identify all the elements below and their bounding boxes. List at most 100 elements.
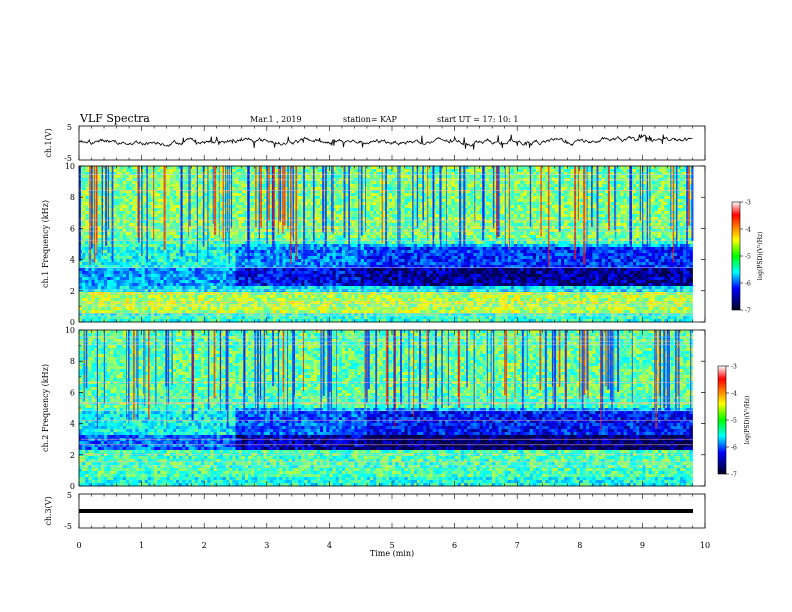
heatmap-cell <box>232 199 236 203</box>
heatmap-cell <box>636 175 640 179</box>
heatmap-cell <box>116 184 121 188</box>
heatmap-cell <box>213 238 218 242</box>
heatmap-cell <box>395 196 399 200</box>
heatmap-cell <box>285 196 290 200</box>
heatmap-cell <box>520 196 524 200</box>
heatmap-cell <box>551 199 556 203</box>
heatmap-cell <box>561 202 565 206</box>
heatmap-cell <box>335 202 340 206</box>
heatmap-cell <box>129 172 133 176</box>
heatmap-cell <box>116 172 121 176</box>
heatmap-cell <box>157 232 161 236</box>
heatmap-cell <box>570 193 574 197</box>
heatmap-cell <box>298 232 302 236</box>
heatmap-cell <box>191 172 196 176</box>
heatmap-cell <box>598 232 603 236</box>
heatmap-cell <box>435 235 440 239</box>
heatmap-cell <box>232 181 236 185</box>
heatmap-cell <box>345 190 349 194</box>
heatmap-cell <box>423 190 427 194</box>
ch1-waveform-line <box>78 134 693 150</box>
heatmap-cell <box>545 169 549 173</box>
heatmap-cell <box>351 169 355 173</box>
heatmap-cell <box>113 208 117 212</box>
heatmap-cell <box>307 238 312 242</box>
heatmap-cell <box>463 166 468 170</box>
heatmap-cell <box>204 241 208 245</box>
heatmap-cell <box>523 190 527 194</box>
heatmap-cell <box>442 238 446 242</box>
heatmap-cell <box>648 238 653 242</box>
heatmap-cell <box>564 208 568 212</box>
heatmap-cell <box>226 169 230 173</box>
heatmap-cell <box>304 172 308 176</box>
heatmap-cell <box>523 184 527 188</box>
heatmap-cell <box>82 220 86 224</box>
heatmap-cell <box>326 196 330 200</box>
heatmap-cell <box>301 190 305 194</box>
heatmap-cell <box>413 175 418 179</box>
heatmap-cell <box>357 199 362 203</box>
heatmap-cell <box>82 226 86 230</box>
heatmap-cell <box>561 229 565 233</box>
heatmap-cell <box>551 214 556 218</box>
heatmap-cell <box>551 208 556 212</box>
heatmap-cell <box>169 226 174 230</box>
heatmap-cell <box>535 202 540 206</box>
heatmap-cell <box>648 175 653 179</box>
heatmap-cell <box>554 214 559 218</box>
heatmap-cell <box>354 220 358 224</box>
heatmap-cell <box>485 181 490 185</box>
heatmap-cell <box>382 175 387 179</box>
heatmap-cell <box>404 166 409 170</box>
heatmap-cell <box>216 211 221 215</box>
heatmap-cell <box>345 172 349 176</box>
heatmap-cell <box>326 193 330 197</box>
heatmap-cell <box>673 193 678 197</box>
heatmap-cell <box>197 226 202 230</box>
heatmap-cell <box>169 229 174 233</box>
heatmap-cell <box>576 226 581 230</box>
heatmap-cell <box>119 193 124 197</box>
heatmap-cell <box>185 238 189 242</box>
heatmap-cell <box>489 169 493 173</box>
heatmap-cell <box>460 199 465 203</box>
heatmap-cell <box>633 220 637 224</box>
heatmap-cell <box>636 238 640 242</box>
heatmap-cell <box>219 169 224 173</box>
heatmap-cell <box>667 181 671 185</box>
heatmap-cell <box>407 181 412 185</box>
heatmap-cell <box>570 211 574 215</box>
heatmap-cell <box>604 190 609 194</box>
heatmap-cell <box>172 193 177 197</box>
heatmap-cell <box>379 187 384 191</box>
heatmap-cell <box>235 190 240 194</box>
heatmap-cell <box>676 190 681 194</box>
heatmap-cell <box>357 172 362 176</box>
heatmap-cell <box>210 229 214 233</box>
heatmap-cell <box>232 205 236 209</box>
heatmap-cell <box>125 166 130 170</box>
heatmap-cell <box>241 190 246 194</box>
heatmap-cell <box>379 181 384 185</box>
heatmap-cell <box>238 238 243 242</box>
heatmap-cell <box>166 184 171 188</box>
heatmap-cell <box>426 211 430 215</box>
heatmap-cell <box>467 229 471 233</box>
heatmap-cell <box>611 235 615 239</box>
heatmap-cell <box>176 172 180 176</box>
heatmap-cell <box>235 232 240 236</box>
heatmap-cell <box>125 220 130 224</box>
heatmap-cell <box>351 175 355 179</box>
heatmap-cell <box>532 229 537 233</box>
heatmap-cell <box>542 199 546 203</box>
heatmap-cell <box>107 232 111 236</box>
heatmap-cell <box>172 196 177 200</box>
heatmap-cell <box>279 172 283 176</box>
heatmap-cell <box>241 187 246 191</box>
heatmap-cell <box>557 238 562 242</box>
heatmap-cell <box>210 196 214 200</box>
heatmap-cell <box>141 190 146 194</box>
heatmap-cell <box>119 226 124 230</box>
heatmap-cell <box>567 169 571 173</box>
